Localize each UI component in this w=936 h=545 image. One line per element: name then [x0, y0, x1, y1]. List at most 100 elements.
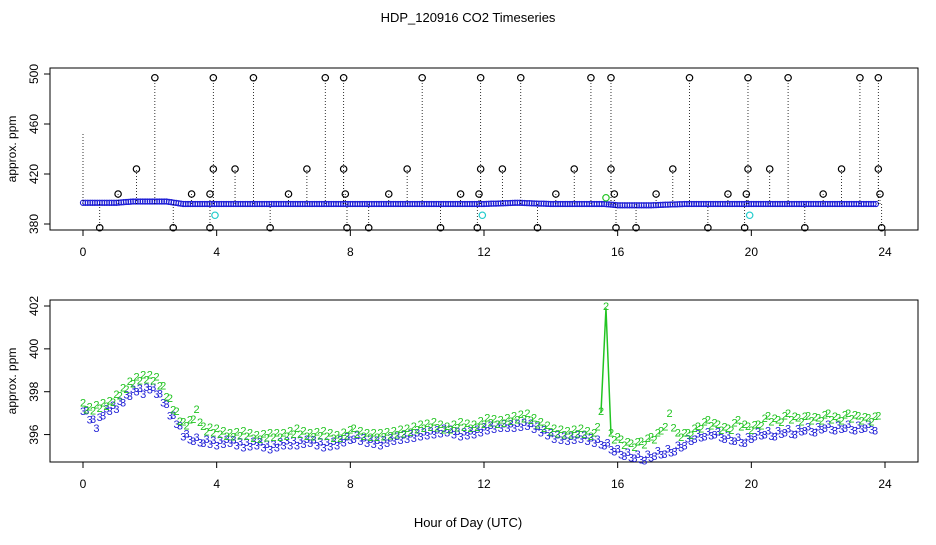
series-marker: 2 — [160, 380, 166, 392]
series-marker: 3 — [825, 419, 831, 431]
series-marker: 3 — [511, 423, 517, 435]
highlight-point — [745, 211, 754, 220]
series-marker: 2 — [474, 422, 480, 434]
series-marker: 2 — [464, 418, 470, 430]
series-marker: 3 — [865, 419, 871, 431]
series-marker: 3 — [180, 432, 186, 444]
series-marker: 2 — [698, 424, 704, 436]
series-marker: 3 — [234, 440, 240, 452]
series-marker: 2 — [87, 402, 93, 414]
series-marker: 2 — [234, 426, 240, 438]
series-marker: 3 — [691, 434, 697, 446]
excursion-point — [209, 165, 218, 173]
series-marker: 2 — [80, 397, 86, 409]
excursion-point — [187, 190, 196, 198]
series-marker: 2 — [481, 419, 487, 431]
series-marker: 2 — [524, 408, 530, 420]
excursion-point — [685, 73, 694, 82]
series-marker: 3 — [294, 440, 300, 452]
series-marker: 3 — [571, 435, 577, 447]
series-marker: 3 — [795, 423, 801, 435]
series-marker: 2 — [752, 420, 758, 432]
series-marker: 3 — [200, 438, 206, 450]
series-marker: 3 — [103, 403, 109, 415]
series-marker: 2 — [397, 424, 403, 436]
series-marker: 3 — [391, 436, 397, 448]
excursion-point — [403, 165, 411, 173]
series-marker: 3 — [237, 437, 243, 449]
series-marker: 3 — [785, 423, 791, 435]
series-marker: 2 — [317, 431, 323, 443]
series-marker: 3 — [591, 438, 597, 450]
excursion-point — [610, 190, 619, 198]
series-marker: 3 — [822, 423, 828, 435]
series-marker: 2 — [90, 405, 96, 417]
series-marker: 2 — [347, 424, 353, 436]
series-marker: 3 — [855, 420, 861, 432]
series-marker: 2 — [685, 427, 691, 439]
series-marker: 2 — [170, 404, 176, 416]
series-marker: 2 — [411, 421, 417, 433]
series-marker: 3 — [484, 425, 490, 437]
series-marker: 3 — [852, 425, 858, 437]
series-marker: 3 — [581, 430, 587, 442]
series-marker: 3 — [274, 442, 280, 454]
series-marker: 3 — [702, 432, 708, 444]
series-marker: 2 — [280, 427, 286, 439]
series-marker: 2 — [163, 391, 169, 403]
series-marker: 3 — [100, 410, 106, 422]
series-marker: 2 — [137, 375, 143, 387]
series-marker: 3 — [123, 390, 129, 402]
series-marker: 2 — [361, 431, 367, 443]
series-marker: 3 — [869, 425, 875, 437]
series-marker: 3 — [778, 429, 784, 441]
series-marker: 3 — [859, 424, 865, 436]
excursion-point — [612, 223, 620, 232]
series-marker: 3 — [681, 440, 687, 452]
series-marker: 2 — [571, 424, 577, 436]
series-marker: 3 — [160, 397, 166, 409]
series-marker: 3 — [394, 431, 400, 443]
series-marker: 3 — [217, 435, 223, 447]
series-marker: 3 — [598, 440, 604, 452]
series-marker: 3 — [762, 430, 768, 442]
y-tick-label: 380 — [27, 214, 41, 234]
series-marker: 2 — [374, 432, 380, 444]
series-marker: 3 — [257, 437, 263, 449]
series-marker: 3 — [220, 439, 226, 451]
series-marker: 2 — [344, 430, 350, 442]
series-marker: 3 — [655, 446, 661, 458]
series-marker: 2 — [712, 417, 718, 429]
series-marker: 2 — [658, 425, 664, 437]
series-marker: 3 — [270, 439, 276, 451]
series-marker: 2 — [381, 432, 387, 444]
series-marker: 2 — [795, 412, 801, 424]
series-marker: 3 — [742, 438, 748, 450]
series-marker: 3 — [835, 420, 841, 432]
series-marker: 2 — [461, 422, 467, 434]
excursion-point — [533, 223, 542, 232]
series-marker: 2 — [822, 410, 828, 422]
series-marker: 2 — [541, 423, 547, 435]
series-marker: 3 — [635, 449, 641, 461]
series-marker: 3 — [558, 435, 564, 447]
series-marker: 2 — [214, 423, 220, 435]
excursion-point — [476, 165, 485, 173]
series-marker: 2 — [681, 427, 687, 439]
series-marker: 2 — [97, 403, 103, 415]
series-marker: 2 — [311, 432, 317, 444]
series-marker: 3 — [307, 438, 313, 450]
series-marker: 3 — [815, 421, 821, 433]
series-marker: 3 — [374, 435, 380, 447]
series-marker: 3 — [454, 426, 460, 438]
series-marker: 3 — [481, 422, 487, 434]
excursion-point — [341, 190, 350, 198]
series-marker: 2 — [695, 421, 701, 433]
series-marker: 2 — [788, 414, 794, 426]
series-marker: 3 — [528, 418, 534, 430]
series-marker: 3 — [140, 389, 146, 401]
series-marker: 2 — [103, 401, 109, 413]
series-marker: 2 — [603, 301, 609, 313]
series-marker: 2 — [758, 421, 764, 433]
